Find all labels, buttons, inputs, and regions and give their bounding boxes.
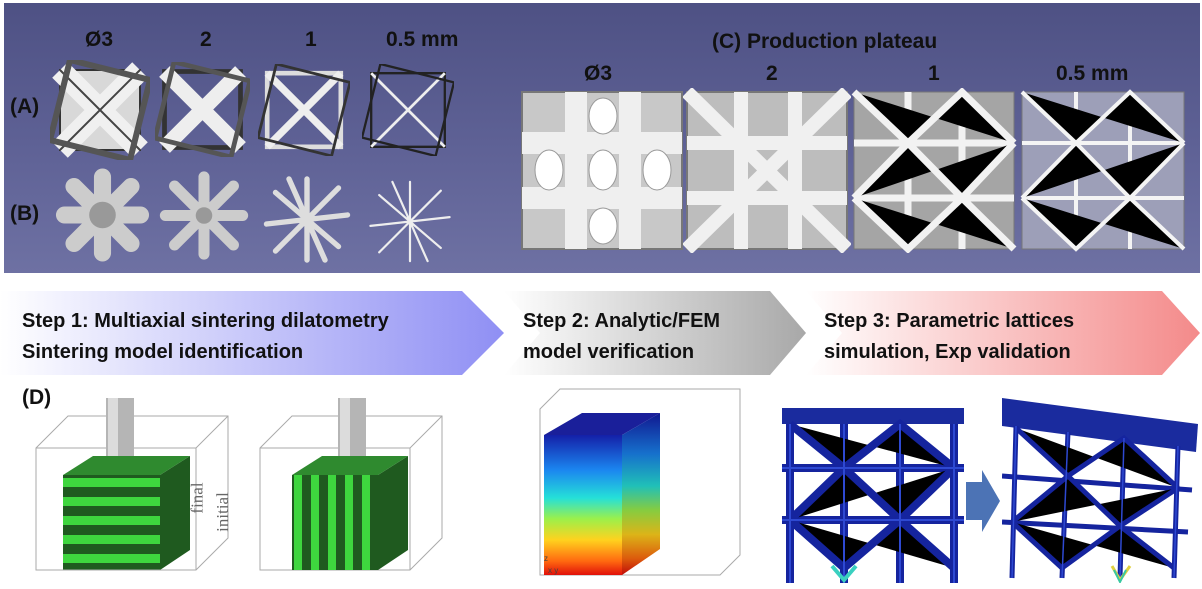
row-label-a: (A) bbox=[10, 95, 40, 118]
step-3-text: Step 3: Parametric lattices simulation, … bbox=[824, 306, 1074, 368]
star-cell-b-05mm bbox=[369, 180, 451, 263]
step-3-line-1: Step 3: Parametric lattices bbox=[824, 310, 1075, 332]
plateau-lattice-3mm bbox=[521, 91, 683, 250]
step-1-line-2: Sintering model identification bbox=[22, 341, 304, 363]
axis-z-label: z bbox=[544, 554, 548, 563]
star-cell-b-1mm bbox=[263, 176, 351, 263]
transition-arrow-icon bbox=[966, 470, 1000, 532]
unit-cell-a-2mm bbox=[155, 62, 250, 157]
lattice-simulation-after bbox=[1002, 398, 1198, 583]
step-arrows bbox=[0, 291, 1200, 375]
production-plateau-title: (C) Production plateau bbox=[712, 30, 938, 53]
row-label-b: (B) bbox=[10, 202, 40, 225]
plateau-lattice-1mm bbox=[851, 88, 1017, 253]
size-label-a2: 2 bbox=[200, 28, 212, 51]
size-label-c4: 0.5 mm bbox=[1056, 62, 1129, 85]
size-label-c3: 1 bbox=[928, 62, 940, 85]
size-label-c1: Ø3 bbox=[584, 62, 613, 85]
step-3-arrow bbox=[806, 291, 1200, 375]
step-2-line-2: model verification bbox=[523, 341, 695, 363]
plateau-lattice-2mm bbox=[683, 88, 851, 253]
fem-shrinkage-cube: z x y bbox=[539, 388, 741, 576]
size-label-a1: Ø3 bbox=[85, 28, 114, 51]
plateau-lattice-05mm bbox=[1020, 89, 1186, 252]
size-label-c2: 2 bbox=[766, 62, 778, 85]
step-2-line-1: Step 2: Analytic/FEM bbox=[523, 310, 721, 332]
step-2-arrow bbox=[504, 291, 806, 375]
step-1-line-1: Step 1: Multiaxial sintering dilatometry bbox=[22, 310, 389, 332]
unit-cell-a-1mm bbox=[258, 64, 350, 156]
size-label-a3: 1 bbox=[305, 28, 317, 51]
dilatometry-cube-vertical bbox=[259, 398, 443, 571]
final-label: final bbox=[187, 482, 207, 514]
step-1-text: Step 1: Multiaxial sintering dilatometry… bbox=[22, 306, 389, 368]
star-cell-b-3mm bbox=[55, 168, 150, 262]
step-2-text: Step 2: Analytic/FEM model verification bbox=[523, 306, 720, 368]
dilatometry-cube-horizontal bbox=[35, 398, 229, 571]
step-3-line-2: simulation, Exp validation bbox=[824, 341, 1071, 363]
initial-label: initial bbox=[212, 492, 232, 532]
unit-cell-a-3mm bbox=[50, 60, 150, 160]
size-label-a4: 0.5 mm bbox=[386, 28, 459, 51]
star-cell-b-2mm bbox=[159, 171, 249, 260]
axis-xy-label: x y bbox=[548, 566, 558, 575]
step-1-arrow bbox=[0, 291, 504, 375]
unit-cell-a-05mm bbox=[362, 64, 454, 156]
lattice-simulation-before bbox=[782, 408, 964, 583]
panel-d-label: (D) bbox=[22, 386, 52, 409]
